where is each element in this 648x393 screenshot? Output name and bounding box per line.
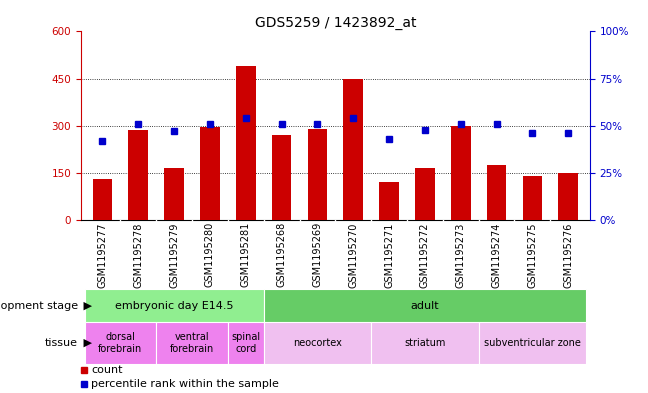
Text: ventral
forebrain: ventral forebrain: [170, 332, 214, 354]
Text: GSM1195275: GSM1195275: [527, 222, 537, 288]
Text: GSM1195281: GSM1195281: [241, 222, 251, 287]
Bar: [272, 135, 292, 220]
Bar: [228, 322, 264, 364]
Bar: [479, 322, 586, 364]
Bar: [487, 165, 506, 220]
Text: dorsal
forebrain: dorsal forebrain: [98, 332, 143, 354]
Text: subventricular zone: subventricular zone: [484, 338, 581, 348]
Bar: [371, 322, 479, 364]
Text: GSM1195274: GSM1195274: [492, 222, 502, 288]
Bar: [200, 127, 220, 220]
Bar: [379, 182, 399, 220]
Text: tissue: tissue: [45, 338, 78, 348]
Title: GDS5259 / 1423892_at: GDS5259 / 1423892_at: [255, 17, 416, 30]
Text: percentile rank within the sample: percentile rank within the sample: [91, 379, 279, 389]
Text: embryonic day E14.5: embryonic day E14.5: [115, 301, 233, 310]
Text: GSM1195268: GSM1195268: [277, 222, 286, 287]
Text: GSM1195271: GSM1195271: [384, 222, 394, 288]
Bar: [264, 322, 371, 364]
Text: spinal
cord: spinal cord: [231, 332, 260, 354]
Text: adult: adult: [411, 301, 439, 310]
Text: GSM1195278: GSM1195278: [133, 222, 143, 288]
Bar: [451, 126, 470, 220]
Text: GSM1195276: GSM1195276: [563, 222, 573, 288]
Bar: [343, 79, 363, 220]
Bar: [85, 322, 156, 364]
Text: development stage: development stage: [0, 301, 78, 310]
Text: striatum: striatum: [404, 338, 446, 348]
Text: neocortex: neocortex: [293, 338, 342, 348]
Text: ▶: ▶: [80, 301, 92, 310]
Text: ▶: ▶: [80, 338, 92, 348]
Text: GSM1195269: GSM1195269: [312, 222, 323, 287]
Bar: [128, 130, 148, 220]
Bar: [522, 176, 542, 220]
Text: GSM1195277: GSM1195277: [97, 222, 108, 288]
Bar: [559, 173, 578, 220]
Bar: [308, 129, 327, 220]
Text: GSM1195279: GSM1195279: [169, 222, 179, 288]
Text: count: count: [91, 365, 122, 375]
Bar: [93, 179, 112, 220]
Text: GSM1195280: GSM1195280: [205, 222, 215, 287]
Text: GSM1195270: GSM1195270: [348, 222, 358, 288]
Bar: [264, 289, 586, 322]
Bar: [156, 322, 228, 364]
Bar: [85, 289, 264, 322]
Bar: [236, 66, 255, 220]
Bar: [415, 168, 435, 220]
Text: GSM1195273: GSM1195273: [456, 222, 466, 288]
Bar: [165, 168, 184, 220]
Text: GSM1195272: GSM1195272: [420, 222, 430, 288]
